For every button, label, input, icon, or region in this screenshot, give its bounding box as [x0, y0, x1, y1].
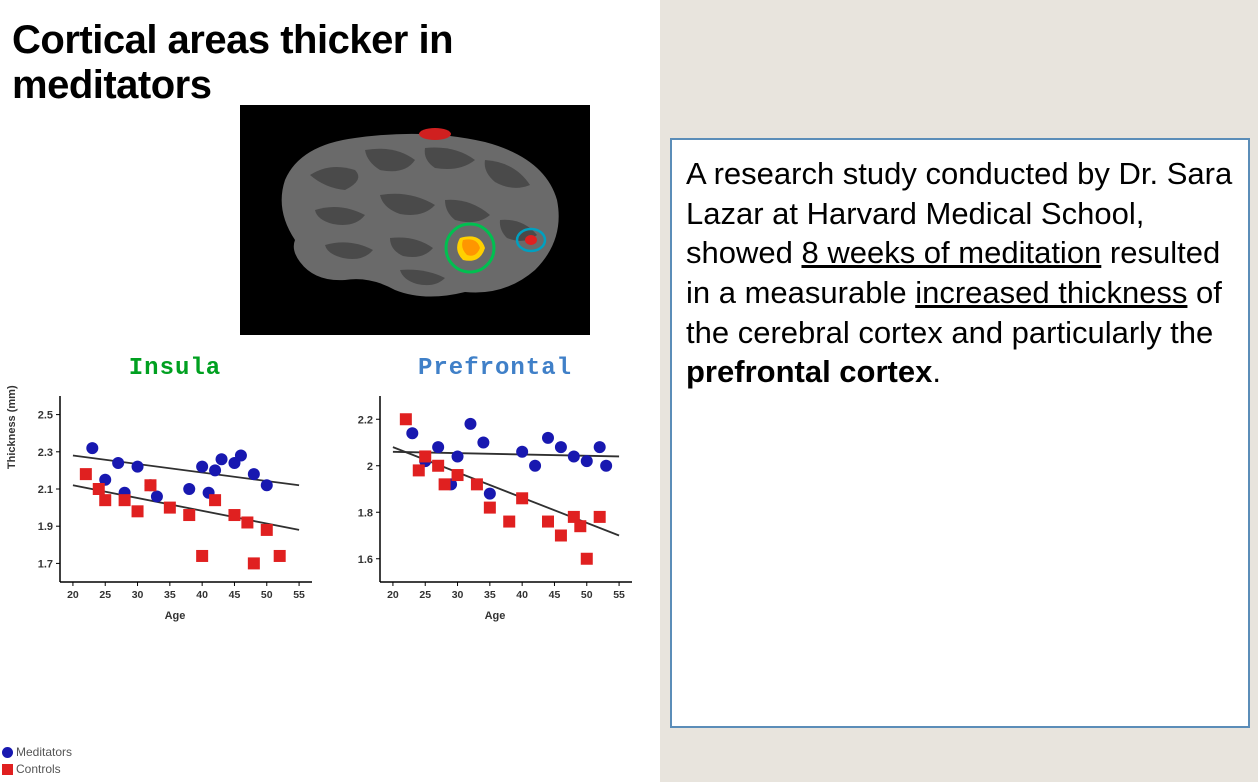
svg-text:2: 2: [367, 461, 373, 473]
legend-label: Controls: [16, 761, 61, 778]
svg-text:25: 25: [419, 589, 431, 601]
legend-label: Meditators: [16, 744, 72, 761]
callout-text: .: [932, 354, 941, 389]
callout-box: A research study conducted by Dr. Sara L…: [670, 138, 1250, 728]
svg-text:1.6: 1.6: [358, 554, 373, 566]
svg-text:2.2: 2.2: [358, 414, 373, 426]
legend-marker-meditators: [2, 747, 13, 758]
svg-text:2.1: 2.1: [38, 484, 53, 496]
callout-text: prefrontal cortex: [686, 354, 932, 389]
chart-prefrontal-svg: 1.6 1.8 2 2.2 20 25 30 35 40 45 50 55: [340, 388, 640, 608]
svg-text:50: 50: [581, 589, 593, 601]
chart-insula-xlabel: Age: [20, 610, 330, 622]
svg-text:50: 50: [261, 589, 273, 601]
brain-illustration: [240, 105, 590, 335]
svg-text:25: 25: [99, 589, 111, 601]
legend: MeditatorsControls: [2, 744, 72, 778]
chart-prefrontal: Prefrontal 1.6 1.8 2 2.2 20 25 30 35 40 45 50 55 Ag…: [340, 355, 650, 655]
chart-insula-ylabel: Thickness (mm): [6, 385, 18, 469]
svg-text:2.3: 2.3: [38, 447, 53, 459]
svg-text:45: 45: [549, 589, 561, 601]
svg-text:30: 30: [452, 589, 464, 601]
svg-text:35: 35: [164, 589, 176, 601]
svg-text:55: 55: [293, 589, 305, 601]
svg-text:55: 55: [613, 589, 625, 601]
callout-text: increased thickness: [915, 275, 1187, 310]
svg-text:1.7: 1.7: [38, 558, 53, 570]
main-panel: Cortical areas thicker in meditators: [0, 0, 660, 782]
chart-prefrontal-title: Prefrontal: [340, 355, 650, 382]
chart-insula-svg: 1.7 1.9 2.1 2.3 2.5 20 25 30 35 40 45 50 55: [20, 388, 320, 608]
svg-text:1.8: 1.8: [358, 507, 373, 519]
slide-title: Cortical areas thicker in meditators: [12, 18, 660, 108]
svg-text:35: 35: [484, 589, 496, 601]
svg-text:30: 30: [132, 589, 144, 601]
svg-text:20: 20: [387, 589, 399, 601]
chart-insula: Insula Thickness (mm) 1.71.92.12.32.5202…: [20, 355, 330, 655]
brain-svg: [255, 120, 575, 320]
chart-prefrontal-xlabel: Age: [340, 610, 650, 622]
svg-text:40: 40: [196, 589, 208, 601]
legend-row: Controls: [2, 761, 72, 778]
svg-text:1.9: 1.9: [38, 521, 53, 533]
legend-row: Meditators: [2, 744, 72, 761]
svg-text:20: 20: [67, 589, 79, 601]
callout-text: 8 weeks of meditation: [801, 235, 1101, 270]
brain-top-highlight: [419, 128, 451, 140]
chart-insula-title: Insula: [20, 355, 330, 382]
svg-text:45: 45: [229, 589, 241, 601]
legend-marker-controls: [2, 764, 13, 775]
svg-text:40: 40: [516, 589, 528, 601]
svg-text:2.5: 2.5: [38, 410, 53, 422]
